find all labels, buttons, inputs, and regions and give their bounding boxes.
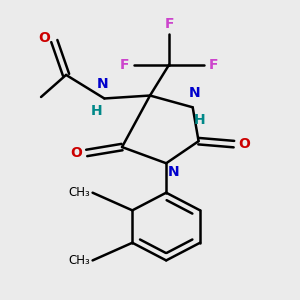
Text: CH₃: CH₃: [68, 186, 90, 199]
Text: CH₃: CH₃: [68, 254, 90, 267]
Text: N: N: [168, 165, 179, 179]
Text: F: F: [120, 58, 129, 72]
Text: F: F: [164, 17, 174, 31]
Text: H: H: [194, 113, 206, 127]
Text: N: N: [97, 77, 109, 91]
Text: H: H: [91, 104, 103, 118]
Text: O: O: [70, 146, 82, 160]
Text: N: N: [188, 86, 200, 100]
Text: F: F: [209, 58, 218, 72]
Text: O: O: [238, 137, 250, 151]
Text: O: O: [38, 31, 50, 45]
